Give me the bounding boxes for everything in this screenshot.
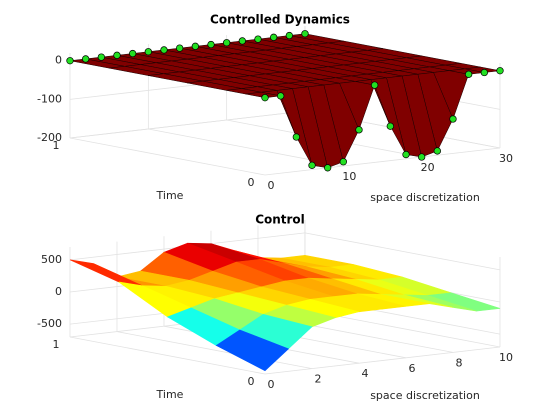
grid-line [264,346,501,375]
x-tick-label: 4 [362,367,369,380]
marker [496,67,504,75]
z-tick-label: -500 [37,317,62,330]
marker [113,51,121,59]
marker [238,37,246,45]
marker [418,153,426,161]
y-tick-label: 1 [53,139,60,152]
marker [191,42,199,50]
x-tick-label: 0 [268,378,275,391]
marker [355,126,363,134]
marker [301,30,309,38]
marker [176,44,184,52]
x-axis-label: space discretization [370,389,480,402]
z-tick-label: 0 [55,285,62,298]
marker [308,161,316,170]
marker [66,57,74,65]
y-tick-label: 0 [248,176,255,189]
x-tick-label: 30 [499,152,513,165]
x-tick-label: 10 [342,170,356,183]
grid-line [264,147,501,176]
marker [292,133,300,141]
y-tick-label: 1 [53,338,60,351]
surface-patch [215,329,290,372]
grid-line [304,232,501,271]
chart-title: Controlled Dynamics [210,13,350,27]
marker [371,81,379,89]
x-tick-label: 2 [315,373,322,386]
grid-line [69,336,266,375]
marker [270,33,278,41]
marker [254,35,262,43]
marker [339,158,347,166]
grid-line [69,110,306,139]
y-axis-label: Time [156,189,184,202]
marker [386,122,394,130]
marker [324,164,332,172]
marker [207,40,215,49]
surface-patch [69,259,143,286]
marker [223,39,231,47]
marker [285,31,293,40]
marker [160,46,168,54]
x-tick-label: 6 [409,362,416,375]
marker [97,53,105,61]
marker [433,147,441,155]
marker [261,94,269,102]
z-tick-label: 0 [55,54,62,67]
y-axis-label: Time [156,388,184,401]
marker [402,150,410,159]
marker [480,68,488,77]
marker [144,48,152,56]
marker [449,115,457,123]
x-tick-label: 0 [268,179,275,192]
marker [465,70,473,78]
y-tick-label: 0 [248,375,255,388]
x-axis-label: space discretization [370,191,480,204]
z-tick-label: 500 [41,253,62,266]
x-tick-label: 20 [421,161,435,174]
marker [277,92,285,100]
x-tick-label: 8 [456,356,463,369]
z-tick-label: -200 [37,131,62,144]
marker [129,49,137,58]
z-tick-label: -100 [37,92,62,105]
grid-line [116,331,313,369]
x-tick-label: 10 [499,351,513,364]
chart-title: Control [255,213,305,227]
grid-line [69,137,266,176]
marker [82,55,90,63]
